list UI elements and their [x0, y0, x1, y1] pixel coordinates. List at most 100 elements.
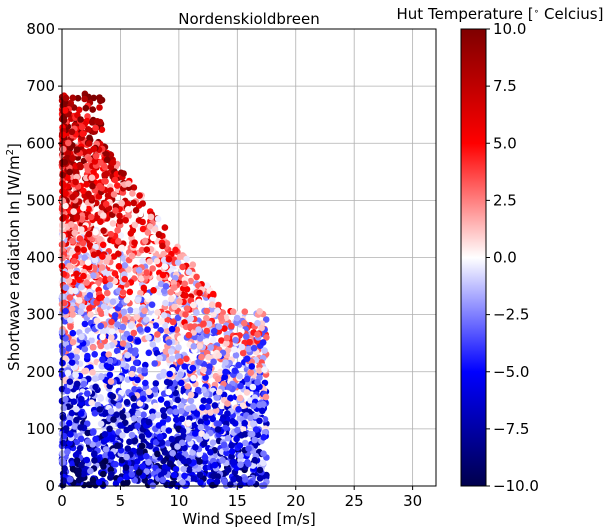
scatter-point: [127, 322, 135, 330]
scatter-point: [60, 439, 67, 447]
scatter-point: [198, 353, 205, 361]
scatter-point: [160, 425, 168, 433]
scatter-point: [250, 402, 257, 410]
scatter-point: [169, 480, 176, 488]
scatter-point: [86, 134, 93, 142]
scatter-point: [60, 131, 67, 139]
scatter-point: [128, 471, 136, 478]
scatter-point: [223, 340, 230, 347]
scatter-point: [221, 325, 228, 332]
scatter-point: [204, 403, 211, 411]
scatter-point: [140, 390, 147, 398]
scatter-point: [131, 221, 139, 229]
scatter-point: [102, 446, 110, 453]
scatter-point: [128, 431, 136, 439]
scatter-point: [190, 301, 197, 309]
scatter-point: [149, 265, 156, 272]
scatter-point: [178, 407, 185, 415]
scatter-point: [193, 273, 200, 281]
scatter-point: [159, 271, 167, 279]
scatter-point: [163, 327, 171, 335]
scatter-point: [247, 479, 254, 487]
scatter-point: [154, 411, 162, 419]
scatter-point: [76, 235, 84, 242]
scatter-point: [77, 424, 84, 431]
scatter-point: [143, 292, 151, 300]
scatter-point: [237, 461, 244, 469]
scatter-point: [236, 372, 243, 380]
scatter-point: [131, 350, 139, 357]
scatter-point: [98, 294, 105, 301]
scatter-point: [189, 449, 196, 456]
scatter-point: [123, 426, 130, 434]
scatter-point: [203, 282, 211, 289]
scatter-point: [179, 478, 186, 486]
scatter-point: [127, 230, 135, 237]
scatter-point: [85, 190, 92, 198]
scatter-point: [97, 420, 105, 428]
scatter-point: [229, 417, 236, 425]
scatter-point: [261, 416, 269, 423]
scatter-point: [97, 394, 104, 401]
scatter-point: [160, 312, 168, 319]
scatter-point: [167, 348, 175, 355]
scatter-point: [61, 299, 68, 307]
scatter-point: [78, 216, 86, 223]
scatter-point: [178, 379, 185, 387]
scatter-point: [127, 335, 134, 342]
scatter-point: [224, 400, 231, 407]
scatter-point: [122, 464, 130, 471]
scatter-point: [117, 422, 124, 429]
scatter-point: [196, 289, 203, 297]
scatter-point: [218, 337, 225, 344]
colorbar-ticks: 10.0 7.5 5.0 2.5 0.0 −2.5 −5.0 −7.5 −10.0: [486, 20, 539, 495]
scatter-point: [168, 295, 175, 303]
scatter-point: [256, 417, 263, 425]
scatter-point: [245, 460, 252, 468]
scatter-point: [214, 375, 222, 383]
scatter-point: [80, 246, 88, 254]
scatter-point: [102, 200, 110, 208]
scatter-point: [149, 341, 157, 348]
scatter-point: [70, 208, 77, 215]
scatter-point: [110, 237, 117, 245]
scatter-point: [59, 215, 66, 222]
scatter-point: [117, 245, 125, 252]
scatter-point: [138, 246, 146, 254]
scatter-point: [152, 402, 159, 410]
colorbar-label-degree: ∘: [534, 7, 540, 17]
scatter-point: [193, 410, 201, 417]
scatter-point: [65, 139, 72, 147]
x-tick-label: 0: [57, 492, 67, 510]
scatter-point: [90, 251, 98, 258]
scatter-point: [139, 257, 146, 265]
scatter-point: [66, 294, 74, 301]
scatter-point: [177, 358, 184, 365]
scatter-point: [114, 227, 121, 234]
scatter-point: [79, 130, 86, 137]
scatter-point: [197, 418, 204, 426]
scatter-point: [81, 345, 89, 353]
scatter-point: [139, 225, 147, 233]
scatter-point: [243, 375, 251, 383]
scatter-point: [217, 314, 225, 321]
scatter-point: [91, 351, 98, 358]
scatter-point: [114, 321, 121, 328]
scatter-point: [237, 452, 244, 460]
scatter-point: [75, 476, 83, 484]
scatter-point: [232, 352, 240, 359]
scatter-point: [241, 431, 249, 438]
scatter-point: [239, 402, 247, 410]
scatter-point: [162, 283, 170, 290]
scatter-point: [262, 473, 269, 480]
scatter-point: [69, 94, 77, 102]
scatter-point: [133, 313, 140, 321]
scatter-point: [157, 396, 165, 403]
scatter-point: [135, 469, 143, 476]
scatter-point: [134, 296, 142, 304]
scatter-point: [103, 150, 110, 158]
scatter-point: [87, 311, 94, 318]
scatter-point: [78, 303, 86, 310]
scatter-point: [242, 439, 249, 447]
scatter-point: [209, 439, 217, 447]
